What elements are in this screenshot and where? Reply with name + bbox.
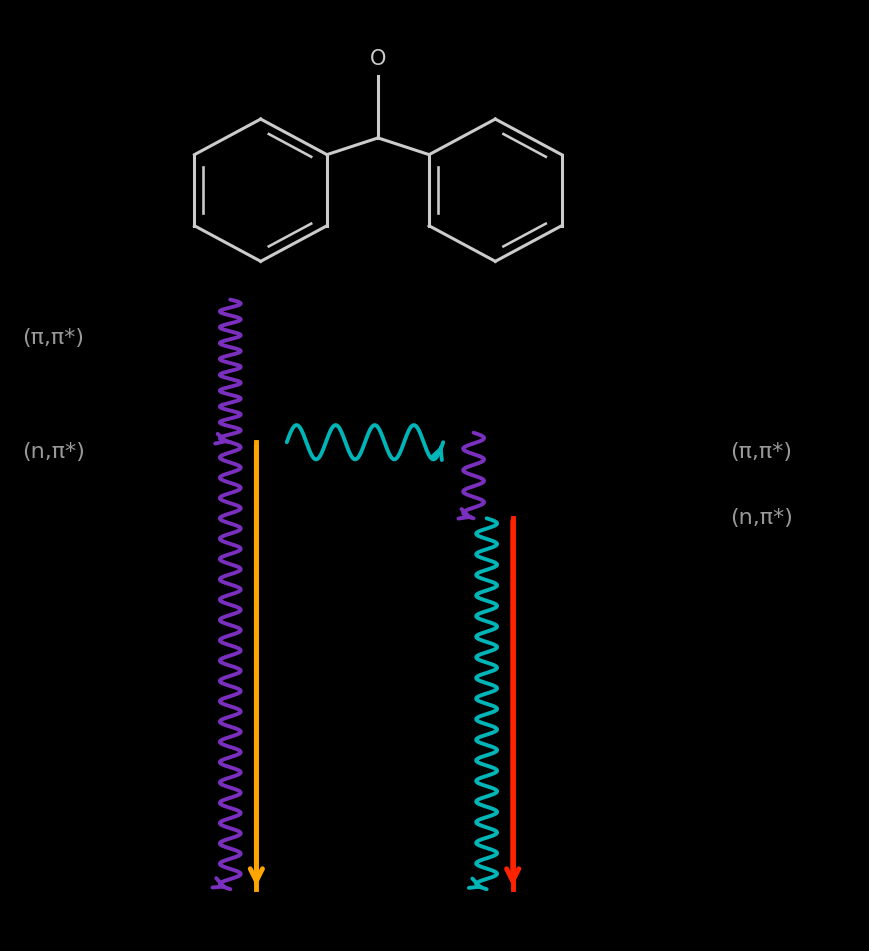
Text: (n,π*): (n,π*) bbox=[22, 441, 84, 462]
Text: (π,π*): (π,π*) bbox=[730, 441, 792, 462]
Text: O: O bbox=[370, 49, 386, 69]
Text: (n,π*): (n,π*) bbox=[730, 508, 793, 529]
Text: (π,π*): (π,π*) bbox=[22, 327, 83, 348]
